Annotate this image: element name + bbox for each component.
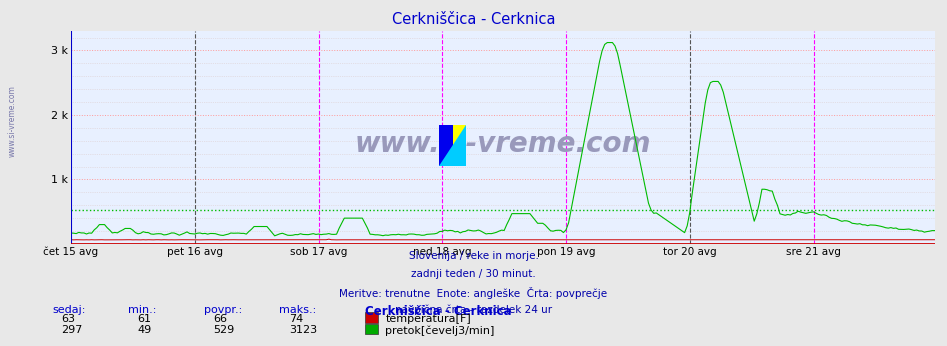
Text: povpr.:: povpr.: xyxy=(204,305,241,315)
Text: 74: 74 xyxy=(289,314,303,324)
Text: Slovenija / reke in morje.: Slovenija / reke in morje. xyxy=(408,251,539,261)
Text: min.:: min.: xyxy=(128,305,156,315)
Text: 529: 529 xyxy=(213,325,234,335)
Text: 63: 63 xyxy=(62,314,76,324)
Text: 61: 61 xyxy=(137,314,152,324)
Polygon shape xyxy=(439,125,466,166)
Text: 49: 49 xyxy=(137,325,152,335)
Text: temperatura[F]: temperatura[F] xyxy=(385,314,472,324)
Text: sedaj:: sedaj: xyxy=(52,305,85,315)
Text: pretok[čevelj3/min]: pretok[čevelj3/min] xyxy=(385,325,494,336)
Bar xyxy=(439,125,453,166)
Text: 297: 297 xyxy=(62,325,83,335)
Text: 3123: 3123 xyxy=(289,325,317,335)
Text: www.si-vreme.com: www.si-vreme.com xyxy=(354,130,652,158)
Text: Cerkniščica - Cerknica: Cerkniščica - Cerknica xyxy=(392,12,555,27)
Text: www.si-vreme.com: www.si-vreme.com xyxy=(8,85,17,157)
Text: Cerkniščica - Cerknica: Cerkniščica - Cerknica xyxy=(365,305,511,318)
Text: navpična črta - razdelek 24 ur: navpična črta - razdelek 24 ur xyxy=(395,305,552,315)
Text: Meritve: trenutne  Enote: angleške  Črta: povprečje: Meritve: trenutne Enote: angleške Črta: … xyxy=(339,287,608,299)
Text: maks.:: maks.: xyxy=(279,305,316,315)
Text: zadnji teden / 30 minut.: zadnji teden / 30 minut. xyxy=(411,269,536,279)
Text: 66: 66 xyxy=(213,314,227,324)
